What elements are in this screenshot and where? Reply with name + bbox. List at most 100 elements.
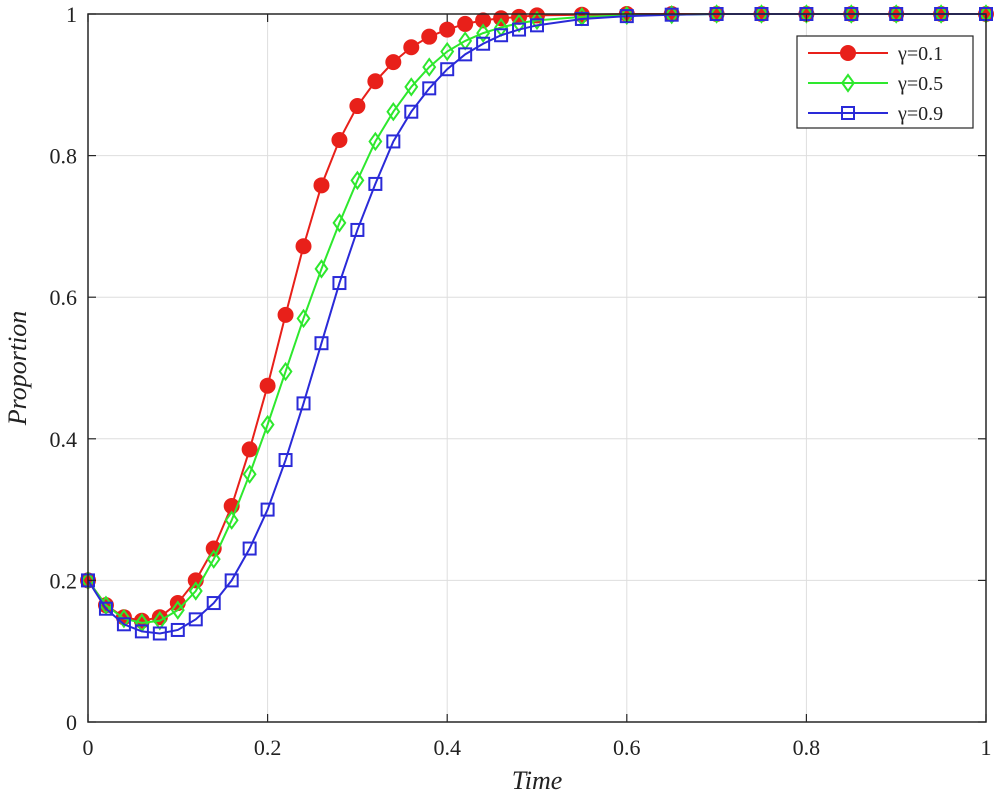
y-tick-label: 0.8 [50,144,78,169]
marker-diamond [386,101,401,122]
marker-square [422,81,437,96]
grid [88,14,986,722]
legend: γ=0.1 γ=0.5 γ=0.9 [796,35,974,129]
legend-entry: γ=0.1 [808,43,943,65]
y-axis-title: Proportion [3,311,32,427]
marker-circle [457,15,474,32]
marker-square [350,222,365,237]
marker-square [841,106,855,120]
marker-square [278,453,293,468]
y-tick-label: 0 [66,710,77,735]
marker-diamond [512,13,527,33]
marker-circle [367,73,384,90]
marker-square [512,22,527,37]
marker-circle [241,441,258,458]
marker-diamond [404,77,419,97]
legend-label: γ=0.5 [897,73,943,95]
marker-circle [475,12,492,29]
x-tick-label: 0.4 [433,735,461,760]
y-tick-label: 0.6 [50,285,78,310]
marker-diamond [206,549,221,569]
marker-circle [349,98,366,115]
marker-diamond [170,600,185,620]
marker-square [134,624,149,639]
marker-diamond [278,361,293,382]
marker-diamond [476,23,491,43]
marker-square [206,596,221,611]
marker-circle [385,54,402,71]
marker-circle [403,39,420,56]
marker-circle [840,45,856,61]
marker-square [170,622,185,637]
marker-square [386,134,401,149]
marker-square [242,541,257,556]
marker-square [98,601,113,616]
marker-square [260,502,275,517]
marker-diamond [368,131,383,152]
legend-entry: γ=0.9 [808,103,943,125]
marker-circle [313,177,330,194]
marker-diamond [440,41,455,62]
marker-diamond [664,4,679,25]
marker-circle [295,238,312,255]
marker-diamond [619,5,634,26]
marker-circle [277,306,294,323]
marker-diamond [116,608,131,629]
x-tick-label: 0 [83,735,94,760]
marker-circle [259,377,276,394]
marker-square [619,9,634,24]
marker-square [152,626,167,641]
marker-square [314,336,329,351]
legend-label: γ=0.9 [897,103,943,125]
marker-diamond [242,464,257,484]
marker-square [476,36,491,51]
marker-diamond [844,4,859,24]
marker-diamond [332,213,347,233]
marker-square [224,573,239,588]
marker-diamond [889,4,904,24]
y-tick-label: 0.4 [50,427,78,452]
marker-square [494,28,509,43]
marker-square [530,18,544,33]
marker-diamond [296,308,311,329]
marker-square [296,396,311,411]
ticks: 0 0.2 0.4 0.6 0.8 1 0 0.2 0.4 0.6 0.8 1 [50,2,992,760]
legend-label: γ=0.1 [897,43,943,65]
marker-square [368,176,383,191]
marker-diamond [152,611,167,631]
marker-diamond [422,57,437,77]
marker-diamond [224,510,239,530]
marker-square [188,612,203,627]
marker-square [332,276,347,291]
legend-entry: γ=0.5 [808,73,943,95]
plot-frame [87,13,987,723]
x-tick-label: 1 [981,735,992,760]
x-tick-label: 0.6 [613,735,641,760]
marker-diamond [188,581,203,601]
marker-diamond [841,73,855,93]
marker-circle [421,28,438,45]
marker-diamond [260,414,275,435]
marker-diamond [314,259,329,279]
marker-diamond [350,170,365,191]
marker-square [404,104,419,119]
x-tick-label: 0.8 [793,735,821,760]
y-tick-label: 1 [66,2,77,27]
marker-circle [439,21,456,38]
series-2 [81,4,993,633]
plot-background [88,14,986,722]
marker-diamond [934,4,949,24]
marker-square [116,617,131,632]
x-tick-label: 0.2 [254,735,282,760]
marker-square [574,11,589,26]
marker-square [440,62,455,77]
marker-diamond [754,4,769,24]
marker-circle [331,132,348,149]
y-tick-label: 0.2 [50,568,78,593]
series-layer [80,4,994,641]
marker-diamond [709,4,724,24]
x-axis-title: Time [512,766,563,795]
marker-diamond [530,10,544,31]
marker-square [458,47,473,62]
